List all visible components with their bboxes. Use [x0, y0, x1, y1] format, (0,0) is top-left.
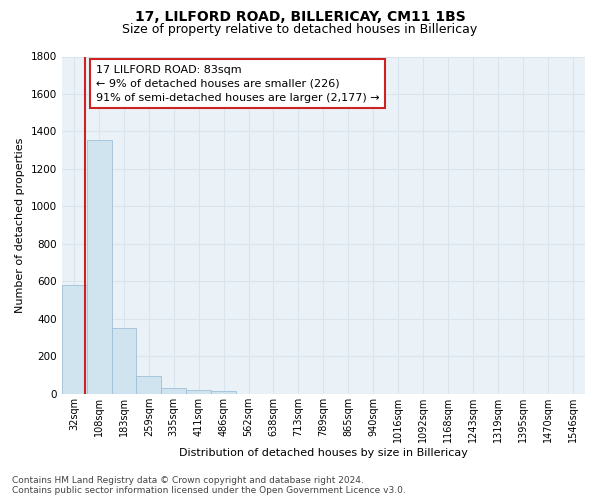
Text: 17 LILFORD ROAD: 83sqm
← 9% of detached houses are smaller (226)
91% of semi-det: 17 LILFORD ROAD: 83sqm ← 9% of detached … [95, 65, 379, 103]
Y-axis label: Number of detached properties: Number of detached properties [15, 138, 25, 313]
Text: 17, LILFORD ROAD, BILLERICAY, CM11 1BS: 17, LILFORD ROAD, BILLERICAY, CM11 1BS [134, 10, 466, 24]
Bar [86, 140, 112, 394]
Text: Contains HM Land Registry data © Crown copyright and database right 2024.
Contai: Contains HM Land Registry data © Crown c… [12, 476, 406, 495]
Bar [62, 285, 86, 394]
Bar [186, 390, 211, 394]
Bar [136, 376, 161, 394]
Bar [161, 388, 186, 394]
Text: Size of property relative to detached houses in Billericay: Size of property relative to detached ho… [122, 22, 478, 36]
Bar [211, 391, 236, 394]
X-axis label: Distribution of detached houses by size in Billericay: Distribution of detached houses by size … [179, 448, 468, 458]
Bar [112, 328, 136, 394]
